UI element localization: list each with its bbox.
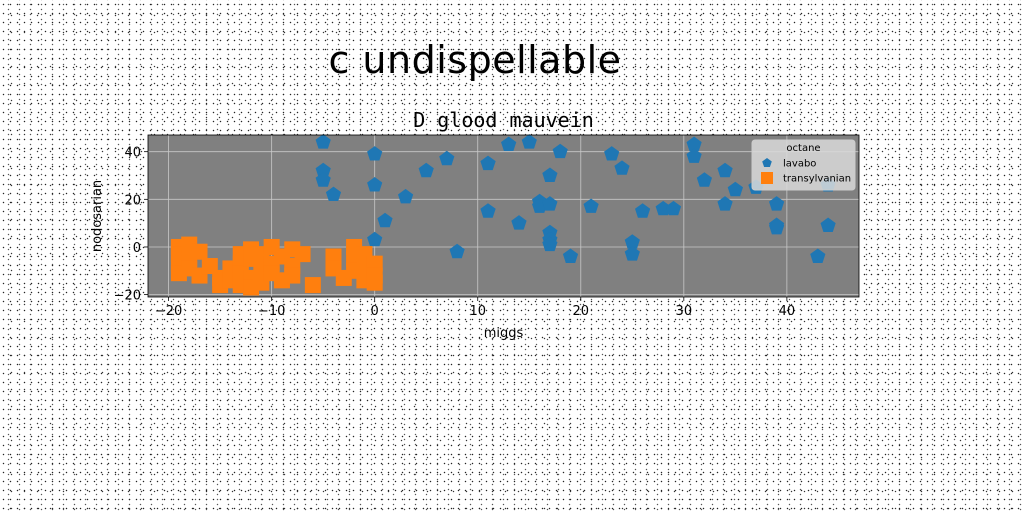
data-point-lavabo [552,143,568,159]
data-point-transylvanian [191,243,208,260]
x-tick-label: 40 [779,304,796,319]
data-point-lavabo [686,148,702,163]
x-tick-label: 30 [676,304,693,319]
plot-frame [147,134,860,298]
data-point-lavabo [604,146,620,161]
data-point-lavabo [769,196,785,211]
data-point-lavabo [418,162,434,178]
data-point-lavabo [624,234,640,249]
x-tick-label: −20 [155,304,182,319]
data-point-lavabo [367,146,383,161]
data-point-lavabo [315,172,331,187]
x-axis: −20 −10 0 10 20 30 40 [155,297,795,319]
data-point-transylvanian [304,277,321,294]
data-point-lavabo [717,196,733,211]
data-point-lavabo [398,188,414,204]
data-point-lavabo [367,177,383,192]
data-point-lavabo [614,160,630,175]
data-point-lavabo [542,196,558,211]
data-point-lavabo [810,248,826,263]
series-transylvanian [170,236,383,296]
y-tick-label: 20 [124,193,141,208]
chart-title: D glood mauvein [413,108,594,132]
y-tick-label: 0 [133,241,141,256]
data-point-lavabo [696,172,712,187]
data-point-lavabo [521,134,537,149]
data-point-lavabo [542,167,558,182]
legend-marker [762,158,772,167]
data-point-lavabo [717,162,733,178]
data-point-lavabo [501,136,517,151]
data-point-lavabo [449,243,465,259]
legend: octane lavabo transylvanian [751,139,856,191]
data-point-transylvanian [284,267,301,284]
data-point-lavabo [315,134,331,149]
x-tick-label: 20 [573,304,590,319]
data-point-lavabo [820,217,836,232]
data-point-lavabo [511,215,527,230]
data-point-transylvanian [294,246,311,263]
y-tick-label: −20 [114,289,141,304]
x-tick-label: −10 [258,304,285,319]
data-point-lavabo [727,181,743,197]
legend-entry-label: lavabo [783,159,816,170]
legend-box [751,139,856,191]
data-point-lavabo [315,162,331,178]
x-tick-label: 10 [469,304,486,319]
data-point-lavabo [562,248,579,263]
data-marks [170,134,836,296]
legend-entry-label: transylvanian [783,174,851,185]
x-tick-label: 0 [371,304,379,319]
figure-suptitle: c undispellable [328,38,622,82]
data-point-lavabo [665,200,682,216]
data-point-lavabo [583,198,599,213]
series-lavabo [315,134,836,263]
data-point-lavabo [480,155,496,171]
data-point-lavabo [769,219,785,235]
data-point-lavabo [480,203,496,218]
data-point-lavabo [439,150,455,166]
y-axis: −20 0 20 40 [114,146,148,304]
data-point-lavabo [542,236,558,252]
data-point-lavabo [686,136,702,151]
y-tick-label: 40 [124,146,141,161]
data-point-lavabo [367,231,383,247]
data-point-lavabo [325,186,342,201]
y-axis-label: nodosarian [90,180,105,252]
data-point-lavabo [624,246,640,261]
data-point-transylvanian [366,274,383,291]
data-point-lavabo [377,212,393,228]
legend-marker [761,172,773,184]
legend-title: octane [786,143,820,154]
data-point-lavabo [635,203,651,218]
x-axis-label: miggs [484,326,524,341]
data-point-lavabo [655,200,671,216]
grid-lines [148,135,859,297]
